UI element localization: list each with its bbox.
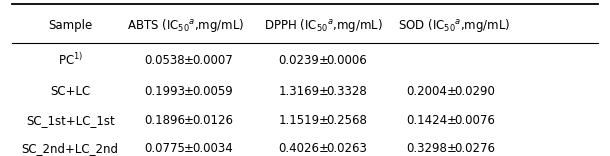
Text: 0.2004: 0.2004 (406, 85, 448, 98)
Text: ±: ± (318, 54, 328, 67)
Text: 0.0034: 0.0034 (192, 142, 232, 156)
Text: DPPH (IC$_{50}$$^{a}$,mg/mL): DPPH (IC$_{50}$$^{a}$,mg/mL) (264, 17, 382, 34)
Text: 0.0263: 0.0263 (326, 142, 367, 156)
Text: 0.0007: 0.0007 (192, 54, 232, 67)
Text: 0.1424: 0.1424 (406, 114, 448, 127)
Text: 1.3169: 1.3169 (278, 85, 320, 98)
Text: 0.0538: 0.0538 (145, 54, 185, 67)
Text: 0.3298: 0.3298 (406, 142, 448, 156)
Text: 0.0276: 0.0276 (454, 142, 495, 156)
Text: ±: ± (184, 85, 194, 98)
Text: ±: ± (447, 114, 456, 127)
Text: 0.1993: 0.1993 (144, 85, 185, 98)
Text: 0.0006: 0.0006 (326, 54, 367, 67)
Text: Sample: Sample (48, 19, 92, 32)
Text: 1.1519: 1.1519 (278, 114, 320, 127)
Text: ±: ± (447, 85, 456, 98)
Text: 0.0239: 0.0239 (278, 54, 320, 67)
Text: ±: ± (184, 54, 194, 67)
Text: 0.2568: 0.2568 (326, 114, 367, 127)
Text: ±: ± (318, 142, 328, 156)
Text: ±: ± (318, 85, 328, 98)
Text: ±: ± (184, 114, 194, 127)
Text: SC_1st+LC_1st: SC_1st+LC_1st (26, 114, 115, 127)
Text: PC$^{1)}$: PC$^{1)}$ (57, 52, 83, 68)
Text: 0.1896: 0.1896 (144, 114, 185, 127)
Text: 0.0126: 0.0126 (192, 114, 233, 127)
Text: ±: ± (318, 114, 328, 127)
Text: 0.0059: 0.0059 (192, 85, 232, 98)
Text: 0.4026: 0.4026 (278, 142, 320, 156)
Text: SOD (IC$_{50}$$^{a}$,mg/mL): SOD (IC$_{50}$$^{a}$,mg/mL) (398, 17, 511, 34)
Text: SC_2nd+LC_2nd: SC_2nd+LC_2nd (21, 142, 119, 156)
Text: ABTS (IC$_{50}$$^{a}$,mg/mL): ABTS (IC$_{50}$$^{a}$,mg/mL) (127, 17, 245, 34)
Text: 0.3328: 0.3328 (326, 85, 367, 98)
Text: ±: ± (184, 142, 194, 156)
Text: SC+LC: SC+LC (50, 85, 90, 98)
Text: 0.0290: 0.0290 (454, 85, 495, 98)
Text: 0.0076: 0.0076 (454, 114, 495, 127)
Text: ±: ± (447, 142, 456, 156)
Text: 0.0775: 0.0775 (144, 142, 185, 156)
